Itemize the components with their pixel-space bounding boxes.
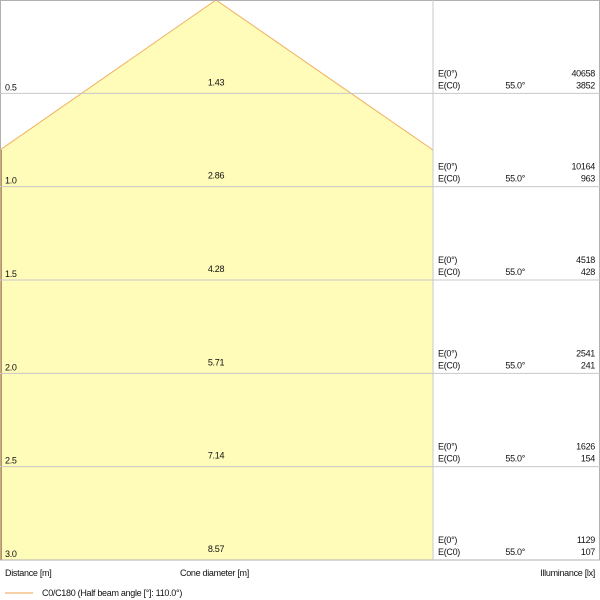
e0-value: 10164	[571, 162, 595, 172]
ec0-value: 963	[581, 174, 595, 184]
illuminance-axis-label: Illuminance [lx]	[540, 568, 595, 578]
e0-label: E(0°)	[438, 442, 457, 452]
half-angle-value: 55.0°	[505, 267, 525, 277]
ec0-label: E(C0)	[438, 360, 460, 370]
e0-value: 1129	[577, 535, 595, 545]
cone-edge-left	[0, 0, 217, 151]
cone-diameter-value: 4.28	[208, 264, 225, 274]
e0-label: E(0°)	[438, 68, 457, 78]
diameter-axis-label: Cone diameter [m]	[180, 568, 249, 578]
distance-value: 1.5	[5, 269, 17, 279]
ec0-value: 154	[581, 454, 595, 464]
ec0-value: 107	[581, 547, 595, 557]
e0-label: E(0°)	[438, 255, 457, 265]
ec0-label: E(C0)	[438, 174, 460, 184]
cone-diameter-value: 1.43	[208, 77, 225, 87]
cone-edge-right	[215, 0, 434, 151]
cone-diameter-value: 5.71	[208, 357, 225, 367]
ec0-label: E(C0)	[438, 454, 460, 464]
e0-label: E(0°)	[438, 348, 457, 358]
ec0-value: 3852	[576, 80, 595, 90]
half-angle-value: 55.0°	[505, 454, 525, 464]
e0-value: 1626	[576, 442, 595, 452]
e0-label: E(0°)	[438, 535, 457, 545]
distance-value: 2.0	[5, 362, 17, 372]
half-angle-value: 55.0°	[505, 547, 525, 557]
ec0-label: E(C0)	[438, 547, 460, 557]
half-angle-value: 55.0°	[505, 360, 525, 370]
e0-label: E(0°)	[438, 162, 457, 172]
half-angle-value: 55.0°	[505, 174, 525, 184]
legend-label: C0/C180 (Half beam angle [°]: 110.0°)	[42, 588, 182, 598]
cone-diameter-value: 2.86	[208, 171, 225, 181]
distance-value: 3.0	[5, 549, 17, 559]
distance-value: 1.0	[5, 176, 17, 186]
ec0-value: 241	[581, 360, 595, 370]
cone-diameter-value: 7.14	[208, 451, 225, 461]
e0-value: 2541	[576, 348, 595, 358]
distance-value: 0.5	[5, 82, 17, 92]
distance-axis-label: Distance [m]	[5, 568, 51, 578]
cone-diameter-value: 8.57	[208, 544, 225, 554]
distance-value: 2.5	[5, 456, 17, 466]
e0-value: 4518	[576, 255, 595, 265]
ec0-label: E(C0)	[438, 267, 460, 277]
ec0-value: 428	[581, 267, 595, 277]
half-angle-value: 55.0°	[505, 80, 525, 90]
ec0-label: E(C0)	[438, 80, 460, 90]
e0-value: 40658	[571, 68, 595, 78]
